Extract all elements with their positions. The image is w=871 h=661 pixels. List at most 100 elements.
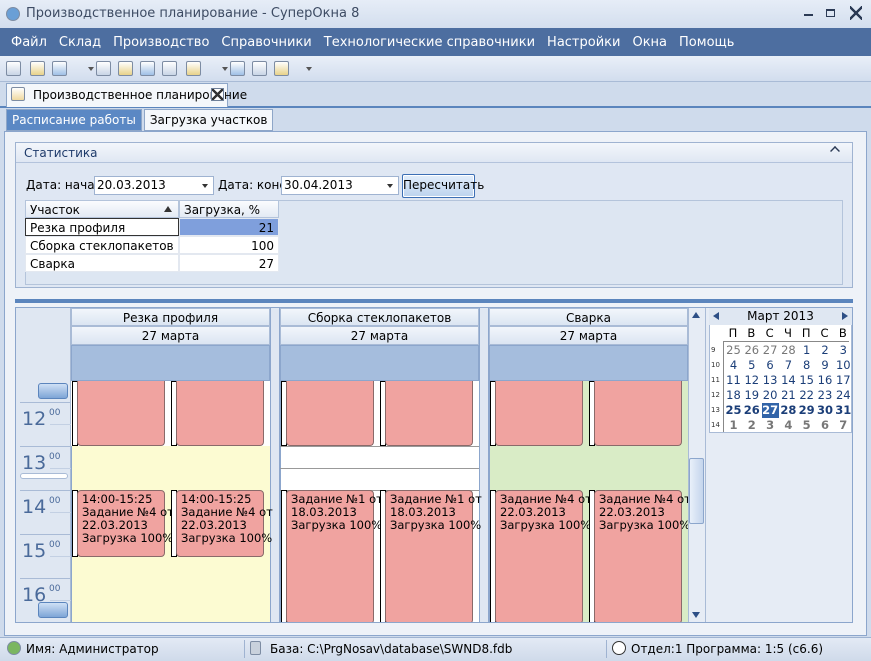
calendar-day[interactable]: 3: [839, 343, 847, 357]
calendar-day[interactable]: 23: [817, 388, 833, 402]
appointment[interactable]: Задание №1 от 18.03.2013 Загрузка 100%: [385, 490, 482, 622]
toolbar-button[interactable]: [118, 61, 133, 76]
next-month[interactable]: [842, 312, 848, 320]
toolbar-button[interactable]: [230, 61, 245, 76]
calendar-day[interactable]: 24: [835, 388, 851, 402]
toolbar-button[interactable]: [30, 61, 45, 76]
calendar-day[interactable]: 19: [744, 388, 760, 402]
calendar-day[interactable]: 27: [761, 403, 779, 418]
calendar-day[interactable]: 16: [817, 373, 833, 387]
section-cell[interactable]: Сборка стеклопакетов: [25, 236, 179, 254]
menu-item[interactable]: Помощь: [679, 34, 735, 50]
calendar-day[interactable]: 4: [729, 358, 738, 372]
calendar-day[interactable]: 25: [726, 343, 741, 357]
toolbar-button[interactable]: [52, 61, 67, 76]
end-date-dropdown[interactable]: [387, 184, 393, 191]
calendar-day[interactable]: 25: [725, 403, 742, 417]
load-cell[interactable]: 21: [179, 218, 279, 236]
calendar-day[interactable]: 26: [743, 403, 760, 417]
calendar-day[interactable]: 27: [762, 343, 778, 357]
calendar-day[interactable]: 7: [839, 418, 848, 432]
calendar-day[interactable]: 21: [781, 388, 796, 402]
calendar-day[interactable]: 3: [766, 418, 775, 432]
calendar-day[interactable]: 14: [781, 373, 796, 387]
scrollbar-down[interactable]: [692, 612, 700, 618]
prev-month[interactable]: [713, 312, 719, 320]
calendar-day[interactable]: 12: [744, 373, 760, 387]
appointment[interactable]: Задание №4 от 22.03.2013 Загрузка 100%: [594, 490, 691, 622]
calendar-day[interactable]: 7: [784, 358, 793, 372]
load-cell[interactable]: 27: [179, 254, 279, 272]
calendar-day[interactable]: 11: [726, 373, 741, 387]
calendar-day[interactable]: 1: [729, 418, 738, 432]
menu-item[interactable]: Склад: [58, 34, 102, 50]
section-cell[interactable]: Резка профиля: [25, 218, 179, 236]
tab-close-button[interactable]: [211, 88, 224, 101]
recalculate-button[interactable]: Пересчитать: [402, 174, 484, 198]
calendar-day[interactable]: 31: [835, 403, 852, 417]
calendar-day[interactable]: 18: [726, 388, 741, 402]
calendar-day[interactable]: 22: [799, 388, 814, 402]
column-header[interactable]: Загрузка, %: [179, 200, 279, 218]
column-header[interactable]: Участок: [25, 200, 179, 218]
toolbar-button[interactable]: [140, 61, 155, 76]
toolbar-button[interactable]: [186, 61, 201, 76]
calendar-day[interactable]: 10: [835, 358, 851, 372]
toolbar-button[interactable]: [162, 61, 177, 76]
calendar-day[interactable]: 30: [816, 403, 833, 417]
page-tab[interactable]: Расписание работы: [6, 109, 142, 131]
calendar-day[interactable]: 4: [784, 418, 793, 432]
end-date-input[interactable]: [281, 176, 399, 195]
close-button[interactable]: [850, 6, 862, 20]
menu-item[interactable]: Технологические справочники: [323, 34, 536, 50]
calendar-day[interactable]: 2: [821, 343, 829, 357]
appointment[interactable]: [176, 381, 264, 446]
calendar-day[interactable]: 5: [802, 418, 811, 432]
calendar-day[interactable]: 29: [798, 403, 815, 417]
section-cell[interactable]: Сварка: [25, 254, 179, 272]
toolbar-button[interactable]: [96, 61, 111, 76]
calendar-day[interactable]: 28: [781, 343, 796, 357]
appointment[interactable]: [495, 381, 583, 446]
scrollbar-thumb[interactable]: [689, 458, 704, 524]
menu-item[interactable]: Справочники: [221, 34, 312, 50]
menu-item[interactable]: Окна: [632, 34, 668, 50]
scroll-up-button[interactable]: [38, 383, 68, 399]
calendar-day[interactable]: 1: [803, 343, 811, 357]
appointment[interactable]: Задание №4 от 22.03.2013 Загрузка 100%: [495, 490, 592, 622]
toolbar-button[interactable]: [6, 61, 21, 76]
start-date-input[interactable]: [94, 176, 214, 195]
maximize-button[interactable]: [826, 9, 835, 17]
splitter[interactable]: [15, 299, 853, 303]
toolbar-button[interactable]: [252, 61, 267, 76]
calendar-day[interactable]: 28: [780, 403, 797, 417]
appointment[interactable]: [77, 381, 165, 446]
calendar-day[interactable]: 2: [747, 418, 756, 432]
appointment[interactable]: [286, 381, 374, 446]
load-cell[interactable]: 100: [179, 236, 279, 254]
menu-item[interactable]: Файл: [11, 34, 47, 50]
minimize-button[interactable]: [804, 14, 813, 16]
appointment[interactable]: 14:00-15:25 Задание №4 от 22.03.2013 Загруз…: [77, 490, 174, 557]
menu-item[interactable]: Настройки: [547, 34, 621, 50]
scroll-down-button[interactable]: [38, 602, 68, 618]
appointment[interactable]: [385, 381, 473, 446]
calendar-day[interactable]: 8: [803, 358, 811, 372]
calendar-day[interactable]: 6: [820, 418, 829, 432]
calendar-day[interactable]: 20: [762, 388, 778, 402]
calendar-day[interactable]: 15: [799, 373, 814, 387]
appointment[interactable]: Задание №1 от 18.03.2013 Загрузка 100%: [286, 490, 383, 622]
appointment[interactable]: [594, 381, 682, 446]
page-tab[interactable]: Загрузка участков: [143, 109, 274, 131]
appointment[interactable]: 14:00-15:25 Задание №4 от 22.03.2013 Загруз…: [176, 490, 273, 557]
menu-item[interactable]: Производство: [113, 34, 210, 50]
document-tab-label[interactable]: Производственное планирование: [33, 88, 248, 102]
start-date-dropdown[interactable]: [202, 184, 208, 191]
calendar-day[interactable]: 26: [744, 343, 760, 357]
toolbar-button[interactable]: [274, 61, 289, 76]
calendar-day[interactable]: 13: [762, 373, 778, 387]
calendar-day[interactable]: 5: [748, 358, 756, 372]
document-tab[interactable]: [6, 83, 228, 107]
scrollbar-up[interactable]: [692, 312, 700, 318]
calendar-day[interactable]: 6: [766, 358, 774, 372]
